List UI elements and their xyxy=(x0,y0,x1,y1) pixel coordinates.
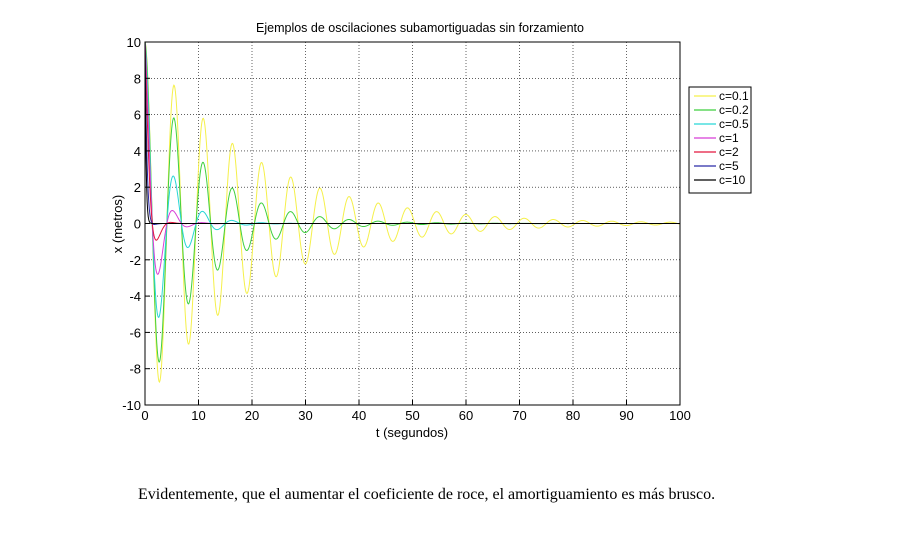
x-tick-label: 20 xyxy=(245,408,259,423)
x-axis: 0 10 20 30 40 50 60 70 80 90 100 xyxy=(141,400,691,423)
x-tick-label: 0 xyxy=(141,408,148,423)
y-tick-label: 0 xyxy=(134,217,141,232)
y-tick-label: -2 xyxy=(129,253,141,268)
chart-title: Ejemplos de oscilaciones subamortiguadas… xyxy=(256,21,584,35)
legend-label: c=10 xyxy=(719,173,746,187)
y-tick-label: 6 xyxy=(134,108,141,123)
x-tick-label: 10 xyxy=(191,408,205,423)
series-line-c-10 xyxy=(145,42,680,225)
x-tick-label: 90 xyxy=(619,408,633,423)
y-axis: 10 8 6 4 2 0 -2 -4 -6 -8 -10 xyxy=(122,35,150,413)
series-line-c-1 xyxy=(145,42,680,275)
series-lines xyxy=(145,42,680,384)
x-tick-label: 30 xyxy=(298,408,312,423)
x-tick-label: 40 xyxy=(352,408,366,423)
legend-label: c=0.5 xyxy=(719,117,749,131)
body-paragraph: Evidentemente, que el aumentar el coefic… xyxy=(138,486,716,503)
y-tick-label: 2 xyxy=(134,180,141,195)
x-tick-label: 80 xyxy=(566,408,580,423)
legend-label: c=2 xyxy=(719,145,739,159)
x-tick-label: 50 xyxy=(405,408,419,423)
x-tick-label: 70 xyxy=(512,408,526,423)
x-tick-label: 100 xyxy=(669,408,691,423)
y-tick-label: 8 xyxy=(134,71,141,86)
x-axis-label: t (segundos) xyxy=(376,425,448,440)
y-tick-label: 4 xyxy=(134,144,141,159)
y-tick-label: 10 xyxy=(127,35,141,50)
y-tick-label: -6 xyxy=(129,325,141,340)
y-axis-label: x (metros) xyxy=(110,195,125,254)
x-tick-label: 60 xyxy=(459,408,473,423)
legend-label: c=5 xyxy=(719,159,739,173)
legend-box xyxy=(688,86,752,194)
legend-label: c=1 xyxy=(719,131,739,145)
legend-label: c=0.1 xyxy=(719,89,749,103)
legend: c=0.1c=0.2c=0.5c=1c=2c=5c=10 xyxy=(688,86,752,194)
y-tick-label: -8 xyxy=(129,362,141,377)
legend-label: c=0.2 xyxy=(719,103,749,117)
y-tick-label: -4 xyxy=(129,289,141,304)
y-tick-label: -10 xyxy=(122,398,141,413)
